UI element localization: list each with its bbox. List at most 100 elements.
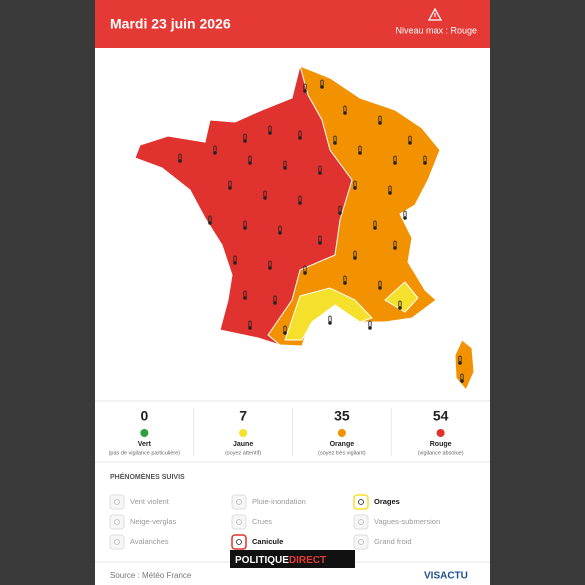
thermometer (423, 161, 427, 165)
thermometer (343, 281, 347, 285)
thermometer (328, 321, 332, 325)
warning-icon (427, 7, 443, 21)
phenomenon-glyph (114, 499, 120, 505)
phenomenon-label: Vent violent (130, 497, 170, 506)
count-note: (pas de vigilance particulière) (109, 450, 181, 456)
thermometer (338, 211, 342, 215)
thermometer (408, 141, 412, 145)
thermometer (343, 111, 347, 115)
count-note: (soyez attentif) (225, 450, 261, 456)
source: Source : Météo France (110, 571, 192, 580)
region-yellow (284, 287, 373, 341)
phenomenon-icon (231, 534, 247, 550)
counts: 0 Vert (pas de vigilance particulière) 7 Jau… (109, 408, 464, 457)
thermometer (318, 241, 322, 245)
header-title: Mardi 23 juin 2026 (110, 16, 231, 32)
thermometer (388, 191, 392, 195)
thermometer (233, 261, 237, 265)
phenomenon-icon (353, 534, 369, 550)
count-label: Orange (330, 441, 355, 448)
thermometer (298, 201, 302, 205)
thermometer (208, 221, 212, 225)
phenomenon-icon (109, 534, 125, 550)
count-value: 54 (433, 408, 449, 424)
phenomenon-label: Pluie-inondation (252, 497, 306, 506)
count-value: 35 (334, 408, 350, 424)
thermometer (303, 89, 307, 93)
thermometer (248, 326, 252, 330)
thermometer (393, 246, 397, 250)
thermometer (398, 306, 402, 310)
phenomenon-glyph (236, 539, 242, 545)
count-note: (vigilance absolue) (418, 450, 464, 456)
phenomenon-glyph (358, 519, 364, 525)
phenomenon-glyph (236, 499, 242, 505)
phenomenon-glyph (114, 539, 120, 545)
thermometer (268, 131, 272, 135)
thermometer (318, 171, 322, 175)
count-label: Jaune (233, 441, 253, 448)
thermometer (378, 286, 382, 290)
thermometer (278, 231, 282, 235)
count-dot (436, 429, 445, 437)
thermometer (248, 161, 252, 165)
phenomenon-icon (109, 514, 125, 530)
watermark-part: POLITIQUE (235, 555, 289, 566)
thermometer (393, 161, 397, 165)
thermometer (358, 151, 362, 155)
watermark-part: DIRECT (289, 555, 326, 566)
thermometer (353, 256, 357, 260)
thermometer (353, 186, 357, 190)
thermometer (378, 121, 382, 125)
count-label: Vert (138, 441, 152, 448)
thermometer (228, 186, 232, 190)
count-dot (239, 429, 248, 437)
phenomenon-icon (353, 514, 369, 530)
thermometer (403, 216, 407, 220)
thermometer (243, 296, 247, 300)
phenomena-title: PHÉNOMÈNES SUIVIS (110, 472, 185, 481)
phenomenon-label: Orages (374, 497, 400, 506)
thermometer-icons (178, 79, 464, 383)
header-level: Niveau max : Rouge (395, 25, 477, 35)
phenomenon-icon (231, 514, 247, 530)
phenomenon-glyph (114, 519, 120, 525)
phenomenon-glyph (358, 499, 364, 505)
watermark: POLITIQUEDIRECT (235, 555, 326, 566)
count-dot (140, 429, 149, 437)
thermometer (333, 141, 337, 145)
region-corsica (454, 339, 475, 391)
thermometer (283, 331, 287, 335)
count-value: 7 (239, 408, 247, 424)
phenomenon-label: Avalanches (130, 537, 169, 546)
phenomenon-icon (109, 494, 125, 510)
thermometer (303, 271, 307, 275)
thermometer (243, 226, 247, 230)
header-bar (95, 0, 490, 48)
thermometer (268, 266, 272, 270)
thermometer (243, 139, 247, 143)
thermometer (458, 361, 462, 365)
thermometer (273, 301, 277, 305)
count-note: (soyez très vigilant) (318, 450, 366, 456)
phenomenon-icon (353, 494, 369, 510)
region-orange (267, 65, 441, 347)
watermark-box (230, 550, 355, 568)
thermometer (460, 379, 464, 383)
phenomenon-label: Vagues-submersion (374, 517, 440, 526)
phenomenon-glyph (358, 539, 364, 545)
brand: VISACTU (424, 571, 468, 582)
thermometer (178, 159, 182, 163)
phenomenon-label: Neige-verglas (130, 517, 177, 526)
thermometer (263, 196, 267, 200)
count-label: Rouge (430, 441, 452, 448)
map (134, 65, 475, 391)
phenomenon-label: Crues (252, 517, 272, 526)
thermometer (373, 226, 377, 230)
thermometer (320, 85, 324, 89)
thermometer (213, 151, 217, 155)
thermometer (283, 166, 287, 170)
phenomena: Vent violent Pluie-inondation Orages Neige-… (109, 494, 440, 550)
